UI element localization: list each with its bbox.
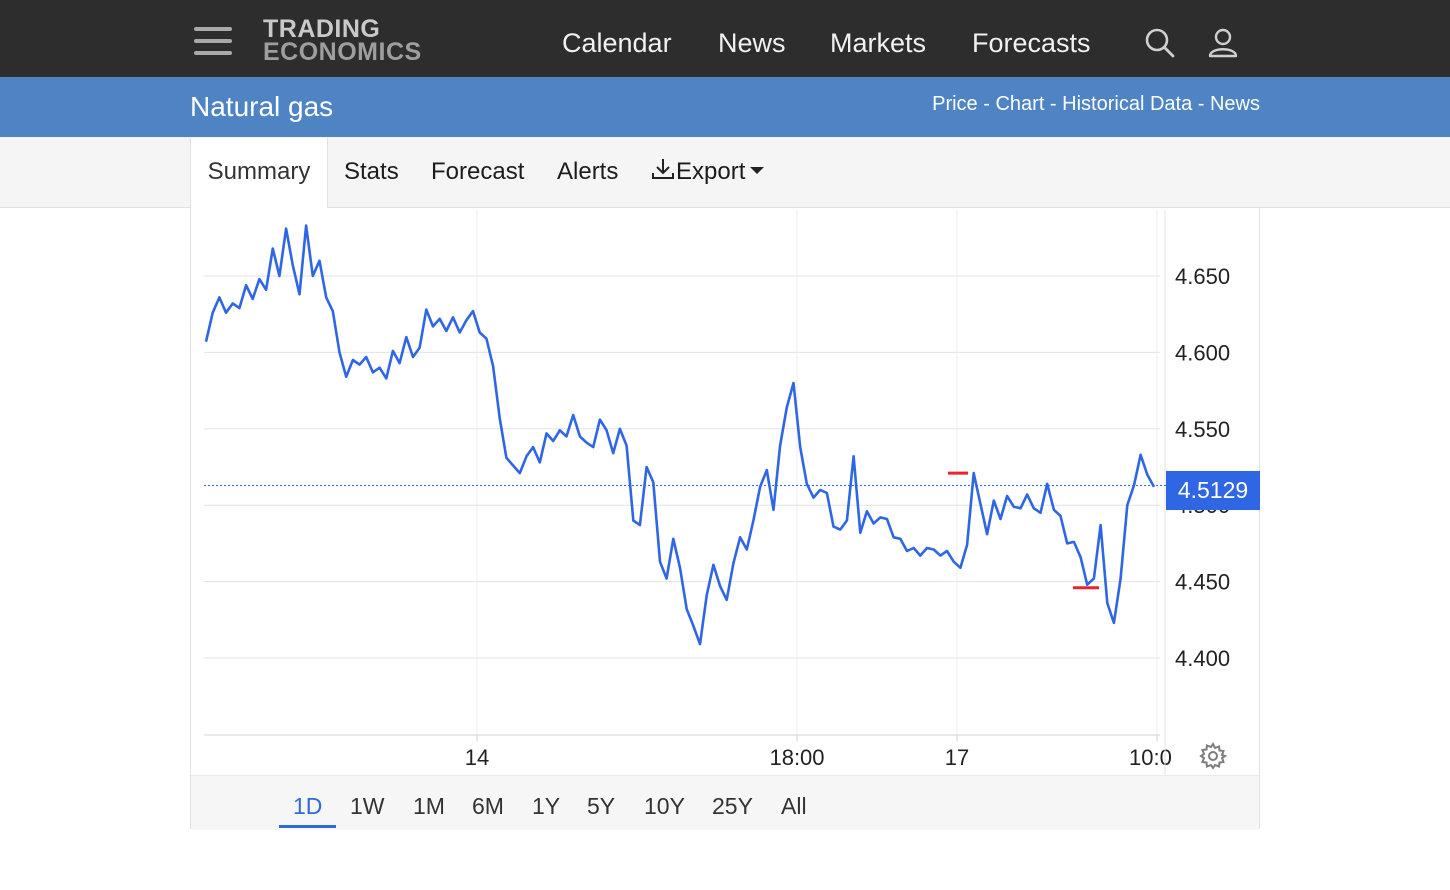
x-tick-label: 17 <box>945 745 969 770</box>
range-1y[interactable]: 1Y <box>532 793 561 819</box>
x-tick-label: 18:00 <box>769 745 824 770</box>
instrument-links: Price - Chart - Historical Data - News <box>932 93 1260 116</box>
y-tick-label: 4.450 <box>1175 570 1230 595</box>
range-all[interactable]: All <box>781 793 807 819</box>
nav-news[interactable]: News <box>718 28 786 58</box>
link-price[interactable]: Price <box>932 93 978 115</box>
page-title: Natural gas <box>190 91 334 122</box>
settings-gear-icon[interactable] <box>1199 742 1228 775</box>
link-separator: - <box>1044 93 1063 115</box>
range-1d[interactable]: 1D <box>293 793 323 819</box>
range-1w[interactable]: 1W <box>350 793 385 819</box>
x-tick-label: 14 <box>465 745 489 770</box>
range-5y[interactable]: 5Y <box>587 793 616 819</box>
export-label: Export <box>676 158 746 185</box>
selected-range-indicator <box>279 825 336 828</box>
link-chart[interactable]: Chart <box>995 93 1045 115</box>
top-navbar <box>0 0 1450 77</box>
y-tick-label: 4.650 <box>1175 264 1230 289</box>
logo-line-1: TRADING <box>263 15 381 43</box>
user-icon[interactable] <box>1207 27 1239 64</box>
current-price-badge: 4.5129 <box>1166 471 1260 510</box>
tab-export[interactable]: Export <box>650 138 765 207</box>
nav-forecasts[interactable]: Forecasts <box>972 28 1091 58</box>
y-tick-label: 4.600 <box>1175 340 1230 365</box>
logo-line-2: ECONOMICS <box>263 38 422 66</box>
tab-alerts[interactable]: Alerts <box>557 158 619 185</box>
link-news[interactable]: News <box>1209 93 1260 115</box>
instrument-header <box>0 77 1450 137</box>
price-series-line <box>204 224 1156 646</box>
tab-stats[interactable]: Stats <box>344 158 399 185</box>
link-separator: - <box>977 93 996 115</box>
menu-icon[interactable] <box>194 26 232 56</box>
search-icon[interactable] <box>1144 27 1176 64</box>
link-separator: - <box>1192 93 1210 115</box>
nav-markets[interactable]: Markets <box>830 28 927 58</box>
tab-forecast[interactable]: Forecast <box>431 158 525 185</box>
download-icon <box>652 159 674 179</box>
tab-summary[interactable]: Summary <box>190 138 328 208</box>
caret-down-icon <box>750 167 765 174</box>
site-logo[interactable]: TRADING ECONOMICS <box>263 15 453 68</box>
range-selector <box>191 775 1259 830</box>
link-historical-data[interactable]: Historical Data <box>1062 93 1193 115</box>
nav-calendar[interactable]: Calendar <box>562 28 672 58</box>
range-10y[interactable]: 10Y <box>644 793 685 819</box>
range-6m[interactable]: 6M <box>472 793 504 819</box>
y-tick-label: 4.400 <box>1175 646 1230 671</box>
range-25y[interactable]: 25Y <box>712 793 753 819</box>
y-tick-label: 4.550 <box>1175 417 1230 442</box>
range-1m[interactable]: 1M <box>413 793 445 819</box>
